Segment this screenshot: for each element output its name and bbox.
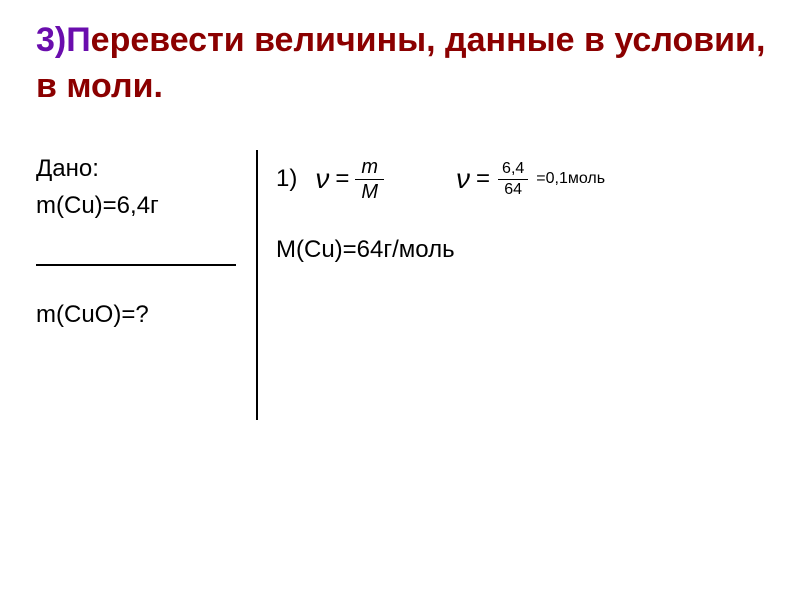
fraction-m-M: m M <box>355 157 384 202</box>
horizontal-divider <box>36 264 236 266</box>
given-question: m(CuO)=? <box>36 296 256 333</box>
solution-row-1: 1) ν = m M ν = 6,4 64 =0,1моль <box>276 150 605 208</box>
frac2-denominator: 64 <box>498 179 528 198</box>
vertical-divider <box>256 150 258 420</box>
given-line-1: m(Cu)=6,4г <box>36 187 256 224</box>
given-label: Дано: <box>36 150 256 187</box>
formula-nu-numeric: ν = 6,4 64 =0,1моль <box>456 161 605 198</box>
formula-nu-m-M: ν = m M <box>315 157 384 202</box>
frac1-numerator: m <box>355 157 384 179</box>
title-accent: 3)П <box>36 21 91 59</box>
frac2-numerator: 6,4 <box>496 161 530 179</box>
molar-mass-line: M(Cu)=64г/моль <box>276 236 605 264</box>
title-rest: еревести величины, данные в условии, в м… <box>36 21 765 105</box>
slide-title: 3)Перевести величины, данные в условии, … <box>36 18 770 110</box>
nu-symbol-1: ν <box>315 163 329 195</box>
frac1-denominator: M <box>355 179 384 202</box>
given-column: Дано: m(Cu)=6,4г m(CuO)=? <box>36 150 256 334</box>
equals-1: = <box>335 165 349 193</box>
step-number: 1) <box>276 165 297 193</box>
equals-2: = <box>476 165 490 193</box>
solution-column: 1) ν = m M ν = 6,4 64 =0,1моль M(Cu) <box>276 150 605 264</box>
fraction-numeric: 6,4 64 <box>496 161 530 198</box>
nu-symbol-2: ν <box>456 163 470 195</box>
result-tail: =0,1моль <box>536 170 605 188</box>
